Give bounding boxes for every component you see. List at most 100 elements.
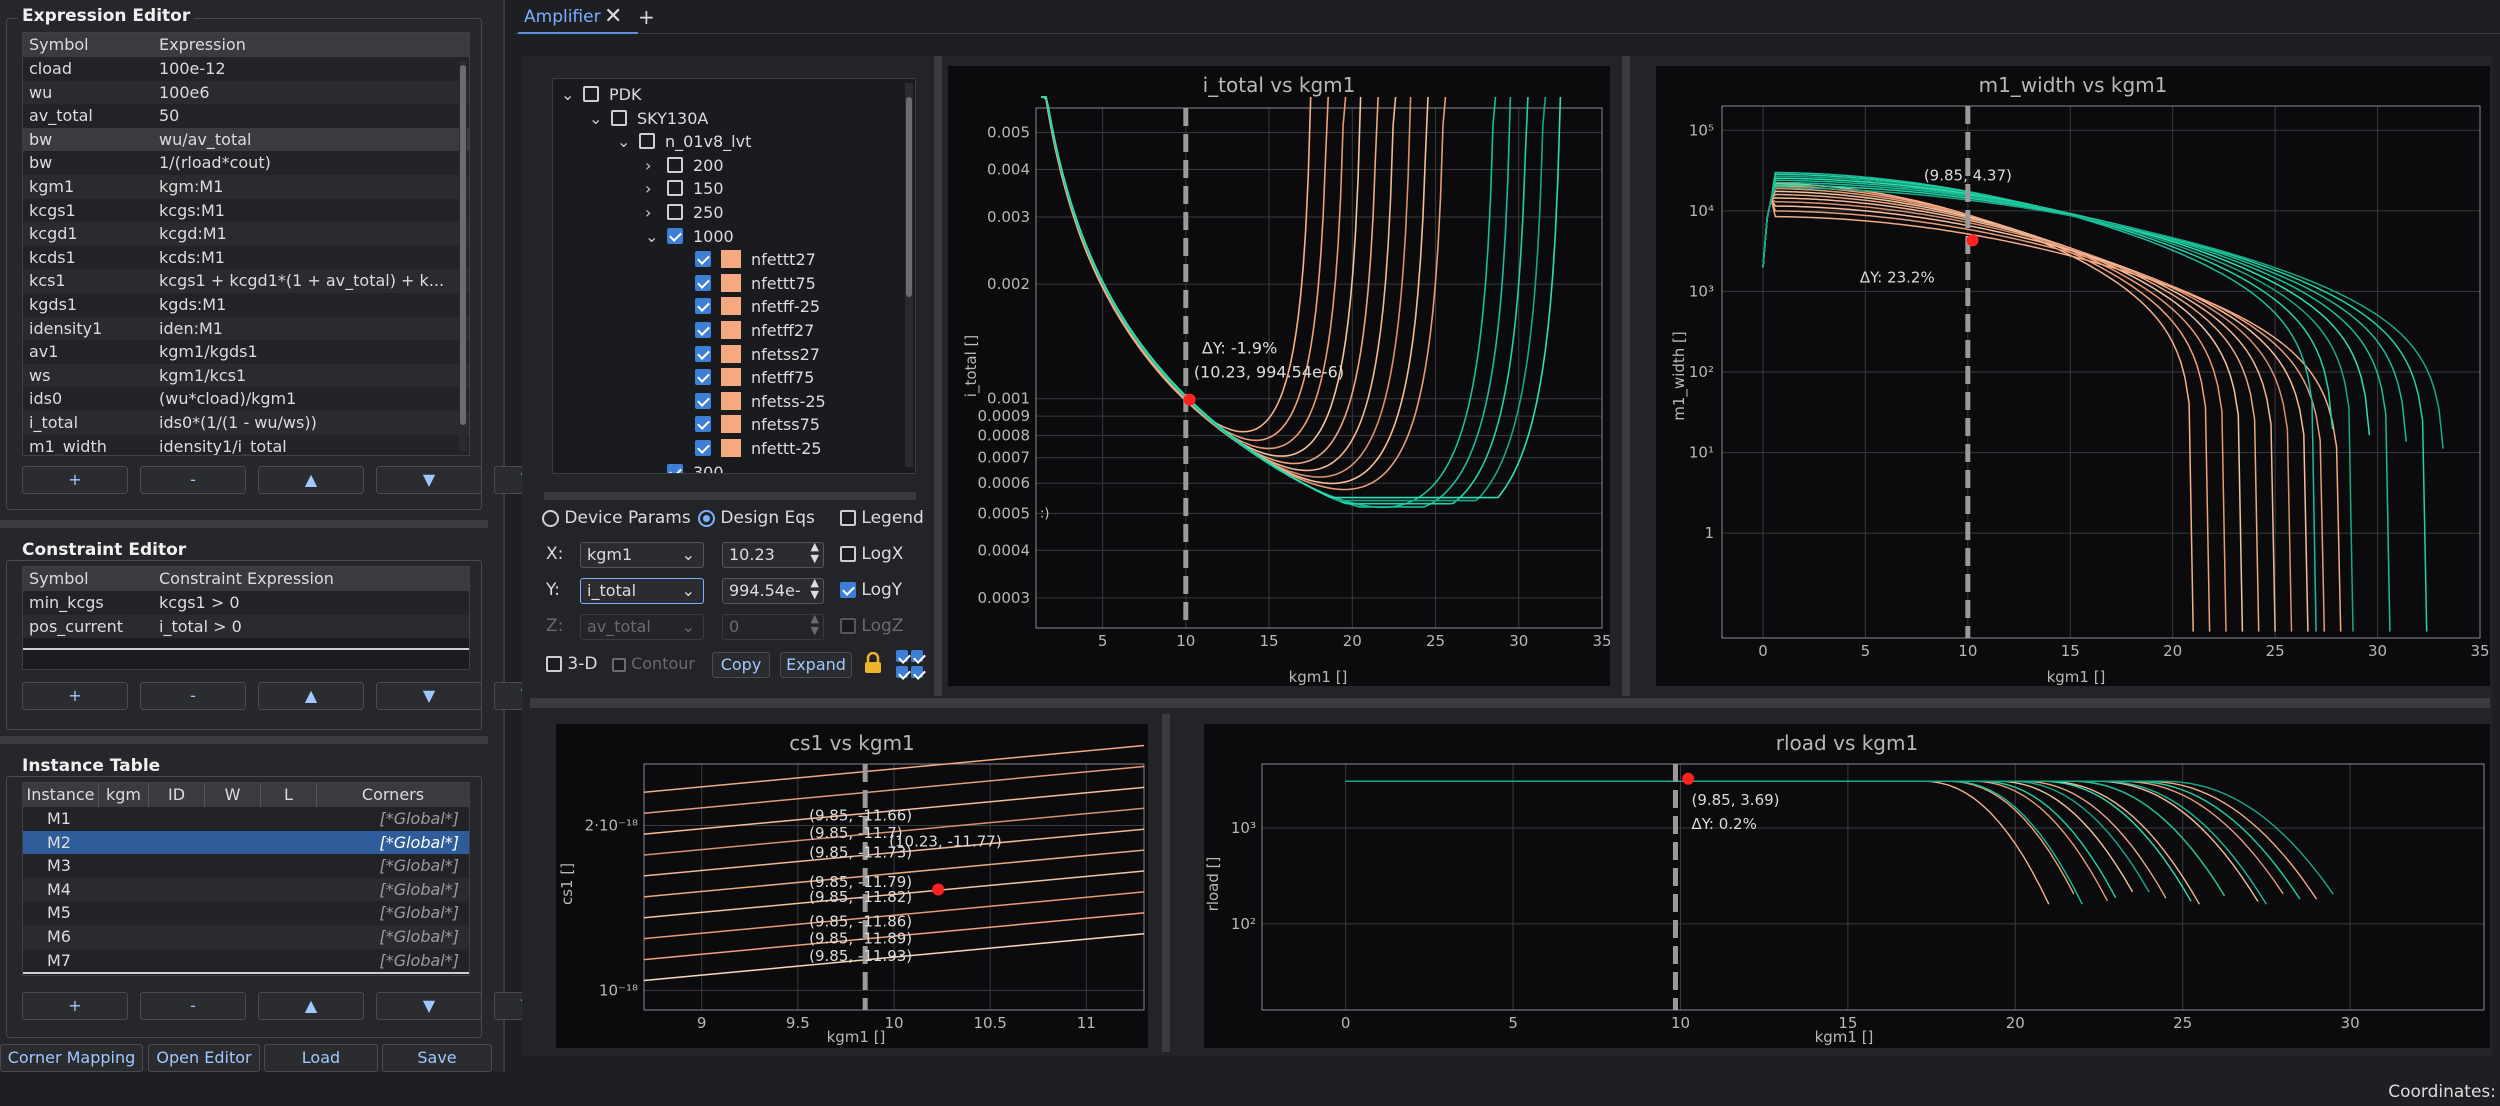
symbol-cell[interactable]: idensity1 [29, 318, 103, 338]
x-value-spinbox[interactable]: 10.23 ▲ ▼ [722, 540, 824, 568]
mini-checkbox-grid-icon[interactable] [896, 650, 924, 680]
checkbox-checked-icon[interactable] [695, 392, 711, 409]
checkbox-checked-icon[interactable] [695, 345, 711, 362]
table-row[interactable]: M5 [*Global*] [23, 901, 469, 925]
scrollbar[interactable] [905, 83, 913, 467]
column-header-kgm[interactable]: kgm [99, 783, 149, 807]
splitter[interactable] [530, 698, 2490, 708]
expression-cell[interactable]: kcgd:M1 [159, 224, 227, 244]
expression-cell[interactable]: kcgs:M1 [159, 200, 225, 220]
symbol-cell[interactable]: bw [29, 129, 53, 149]
tree-item[interactable]: nfetss75 [553, 413, 905, 436]
symbol-cell[interactable]: kcs1 [29, 271, 66, 291]
corners-cell[interactable]: [*Global*] [379, 856, 459, 876]
expand-arrow-icon[interactable]: › [645, 155, 652, 175]
checkbox-checked-icon[interactable] [667, 227, 683, 244]
table-row[interactable]: min_kcgs kcgs1 > 0 [23, 591, 469, 615]
table-row[interactable]: kcgd1 kcgd:M1 [23, 222, 469, 246]
symbol-cell[interactable]: bw [29, 153, 53, 173]
remove-button[interactable]: - [140, 992, 246, 1020]
expression-cell[interactable]: kgm:M1 [159, 176, 224, 196]
table-row[interactable]: kcds1 kcds:M1 [23, 245, 469, 270]
constraint-cell[interactable]: kcgs1 > 0 [159, 593, 240, 612]
tree-item[interactable]: › 150 [553, 177, 905, 200]
symbol-cell[interactable]: kcgd1 [29, 224, 78, 244]
chart-cs1[interactable]: cs1 vs kgm1 9 9.5 10 10.5 11 2·10⁻¹⁸ 10⁻¹⁸ kgm1 … [556, 724, 1148, 1048]
add-tab-button[interactable]: + [638, 5, 655, 29]
table-row[interactable]: wu 100e6 [23, 80, 469, 105]
checkbox-icon[interactable] [639, 133, 655, 150]
column-header-w[interactable]: W [205, 783, 261, 807]
open-editor-button[interactable]: Open Editor [148, 1044, 260, 1072]
instance-cell[interactable]: M1 [47, 809, 71, 828]
table-row[interactable]: bw wu/av_total [23, 127, 469, 152]
table-row[interactable]: av1 kgm1/kgds1 [23, 340, 469, 364]
symbol-cell[interactable]: kcds1 [29, 247, 76, 267]
table-row[interactable]: M3 [*Global*] [23, 854, 469, 878]
table-row[interactable]: i_total ids0*(1/(1 - wu/ws)) [23, 410, 469, 435]
instance-cell[interactable]: M6 [47, 926, 71, 946]
splitter[interactable] [934, 56, 942, 696]
tree-item[interactable]: nfetss-25 [553, 390, 905, 413]
table-row[interactable]: ws kgm1/kcs1 [23, 363, 469, 388]
splitter[interactable] [0, 736, 488, 744]
tree-item[interactable]: ⌄ 1000 [553, 225, 905, 248]
column-header-corners[interactable]: Corners [361, 785, 425, 804]
spin-arrows-icon[interactable]: ▲ ▼ [810, 578, 819, 601]
symbol-cell[interactable]: pos_current [29, 616, 123, 636]
contour-checkbox[interactable]: Contour [612, 654, 695, 673]
tree-item[interactable]: ⌄ 300 [553, 461, 905, 473]
table-row[interactable]: M2 [*Global*] [23, 830, 469, 855]
splitter[interactable] [0, 520, 488, 528]
splitter[interactable] [544, 492, 916, 500]
expression-cell[interactable]: 100e-12 [159, 59, 226, 78]
symbol-cell[interactable]: cload [29, 59, 72, 78]
corners-cell[interactable]: [*Global*] [379, 832, 459, 852]
splitter[interactable] [1162, 714, 1170, 1052]
z-axis-select[interactable]: av_total ⌄ [580, 614, 704, 640]
expression-cell[interactable]: 1/(rload*cout) [159, 153, 271, 173]
expression-cell[interactable]: kgm1/kgds1 [159, 342, 258, 362]
table-row[interactable]: av_total 50 [23, 104, 469, 128]
move-up-button[interactable]: ▲ [258, 682, 364, 710]
plot-cs1[interactable]: cs1 vs kgm1 9 9.5 10 10.5 11 2·10⁻¹⁸ 10⁻¹⁸ kgm1 … [556, 724, 1148, 1048]
tree-item[interactable]: nfettt27 [553, 248, 905, 271]
tree-item[interactable]: nfetff75 [553, 366, 905, 389]
tree-item[interactable]: ⌄ n_01v8_lvt [553, 130, 905, 153]
remove-button[interactable]: - [140, 466, 246, 494]
expression-cell[interactable]: kgds:M1 [159, 294, 227, 314]
table-row[interactable]: kgds1 kgds:M1 [23, 292, 469, 317]
tree-item[interactable]: ⌄ SKY130A [553, 107, 905, 130]
column-header-instance[interactable]: Instance [23, 783, 99, 807]
table-row[interactable]: idensity1 iden:M1 [23, 316, 469, 341]
symbol-cell[interactable]: min_kcgs [29, 593, 104, 612]
column-header-constraint[interactable]: Constraint Expression [159, 569, 334, 588]
expression-cell[interactable]: idensity1/i_total [159, 436, 287, 456]
instance-cell[interactable]: M2 [47, 832, 71, 852]
add-button[interactable]: + [22, 682, 128, 710]
corner-mapping-button[interactable]: Corner Mapping [0, 1044, 143, 1072]
spin-arrows-icon[interactable]: ▲ ▼ [810, 540, 819, 565]
tree-item[interactable]: nfettt75 [553, 272, 905, 295]
expand-button[interactable]: Expand [780, 652, 852, 678]
tree-item[interactable]: › 250 [553, 201, 905, 224]
instance-cell[interactable]: M3 [47, 856, 71, 876]
logy-checkbox[interactable]: LogY [840, 580, 902, 600]
table-row[interactable]: ids0 (wu*cload)/kgm1 [23, 387, 469, 411]
table-row[interactable]: kgm1 kgm:M1 [23, 174, 469, 199]
checkbox-checked-icon[interactable] [695, 416, 711, 433]
corners-cell[interactable]: [*Global*] [379, 926, 459, 946]
symbol-cell[interactable]: av_total [29, 106, 93, 126]
expand-arrow-icon[interactable]: ⌄ [589, 108, 603, 128]
constraint-table[interactable]: Symbol Constraint Expression min_kcgs kcg… [22, 566, 470, 670]
save-button[interactable]: Save [382, 1044, 492, 1072]
symbol-cell[interactable]: m1_width [29, 436, 107, 456]
chart-rload[interactable]: rload vs kgm1 0 5 10 15 20 25 30 10³ 10² kgm1 [] rl… [1204, 724, 2490, 1048]
instance-cell[interactable]: M5 [47, 903, 71, 923]
tree-item[interactable]: nfetff-25 [553, 295, 905, 318]
device-params-radio[interactable]: Device Params [542, 508, 691, 528]
plot-i-total[interactable]: i_total vs kgm1 5 10 15 20 25 30 35 0.005 0.004 0.… [948, 66, 1612, 686]
logz-checkbox[interactable]: LogZ [840, 616, 903, 636]
checkbox-checked-icon[interactable] [695, 322, 711, 338]
table-row[interactable]: kcs1 kcgs1 + kcgd1*(1 + av_total) + k... [23, 269, 469, 293]
